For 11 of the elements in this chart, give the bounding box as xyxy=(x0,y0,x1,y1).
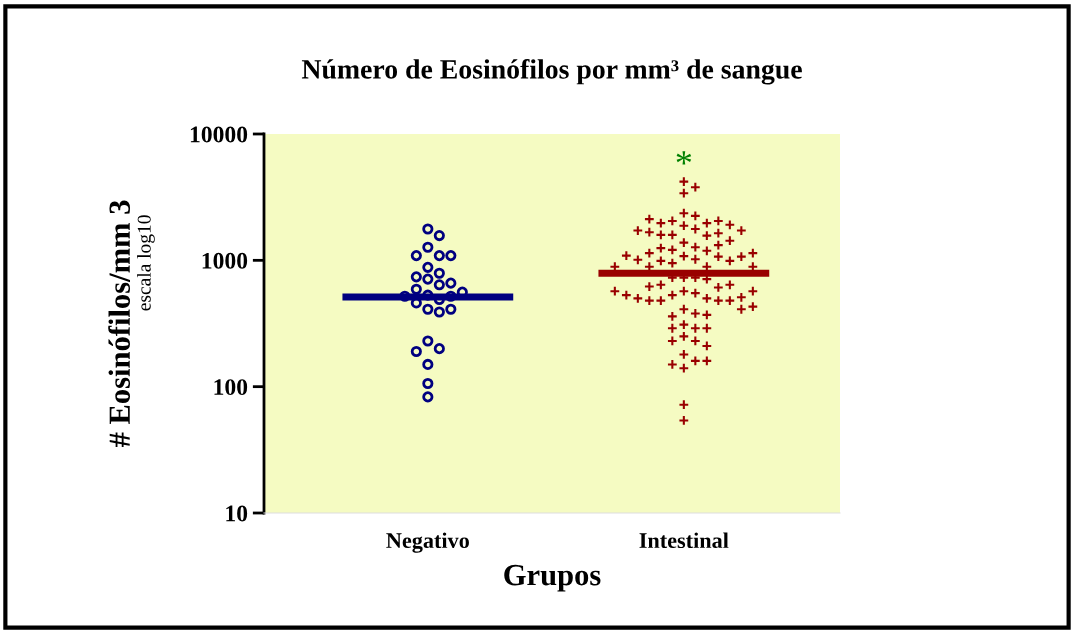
x-tick-label: Intestinal xyxy=(639,532,729,549)
y-tick-label: 100 xyxy=(214,379,248,396)
x-axis-title: Grupos xyxy=(504,564,601,592)
y-tick-label: 10 xyxy=(226,505,248,522)
text: escala log10 xyxy=(137,215,155,311)
y-tick-label: 1000 xyxy=(202,252,248,269)
chart-title: Número de Eosinófilos por mm³ de sangue xyxy=(301,58,802,85)
y-axis-title: # Eosinófilos/mm 3 xyxy=(108,200,131,448)
x-tick-label: Negativo xyxy=(386,532,469,553)
annotation: * xyxy=(676,151,692,165)
y-tick-label: 10000 xyxy=(190,126,248,143)
